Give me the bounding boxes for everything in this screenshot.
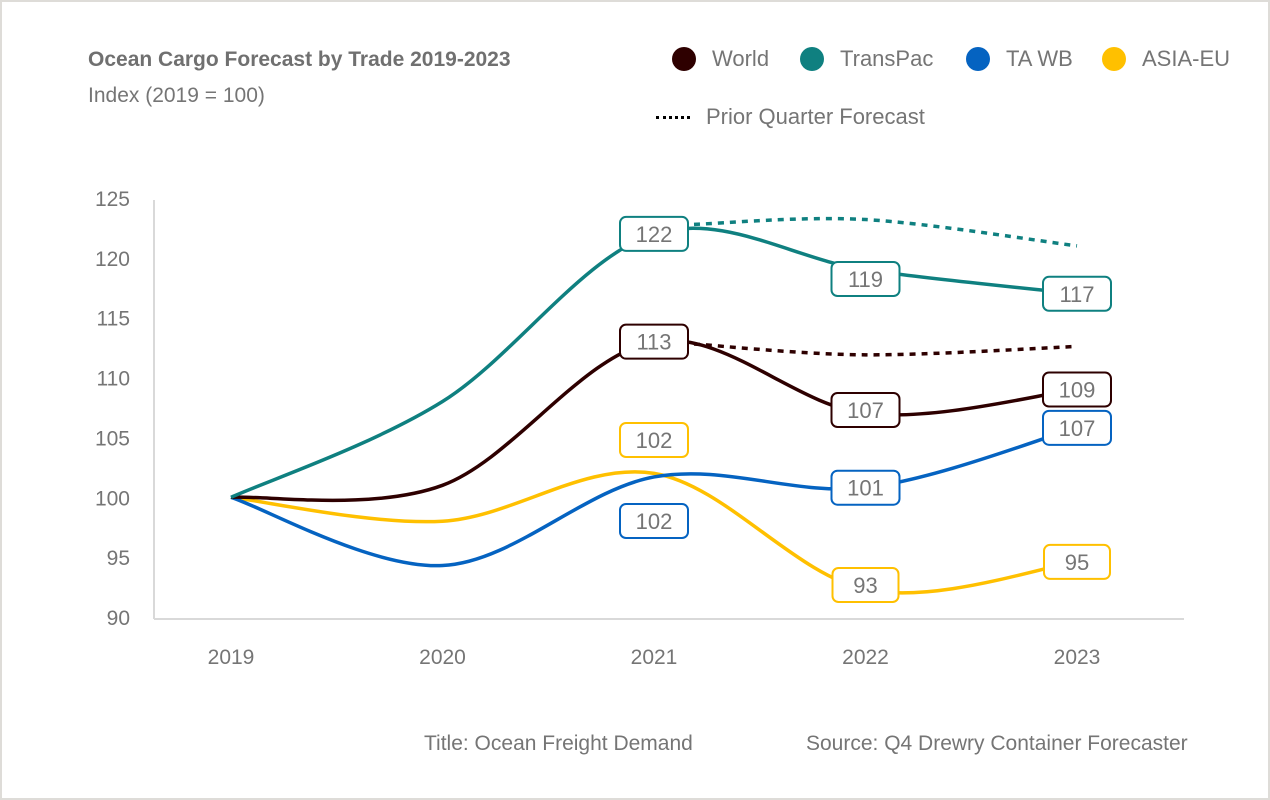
x-tick-label: 2021 <box>631 646 678 669</box>
legend-marker-world <box>672 47 696 71</box>
footer-title: Title: Ocean Freight Demand <box>424 732 693 755</box>
y-tick-label: 100 <box>95 487 130 510</box>
legend-item-asia-eu: ASIA-EU <box>1102 46 1230 72</box>
y-tick-label: 125 <box>95 188 130 211</box>
y-tick-label: 110 <box>97 368 130 391</box>
series-line-asia-eu <box>230 470 1078 595</box>
data-label-box <box>619 215 689 252</box>
data-label: 107 <box>847 398 884 423</box>
series-line-ta-wb <box>230 426 1078 568</box>
legend-item-prior-forecast: Prior Quarter Forecast <box>656 104 925 130</box>
footer-source: Source: Q4 Drewry Container Forecaster <box>806 732 1188 755</box>
data-label-box <box>1042 371 1112 408</box>
data-label-box <box>830 261 901 297</box>
data-label: 122 <box>636 222 673 247</box>
data-label-box <box>831 567 900 603</box>
data-label-box <box>619 422 689 458</box>
legend-label-ta-wb: TA WB <box>1006 46 1073 71</box>
x-tick-label: 2022 <box>842 646 889 669</box>
data-label: 93 <box>853 573 877 598</box>
data-label-box <box>619 503 689 539</box>
legend-label-world: World <box>712 46 770 71</box>
data-label: 117 <box>1059 282 1094 307</box>
prior-forecast-line-transpac <box>693 216 1078 248</box>
data-label-box <box>830 469 901 506</box>
data-label-box <box>1042 409 1112 446</box>
legend-label-prior-forecast: Prior Quarter Forecast <box>706 104 925 129</box>
legend-marker-ta-wb <box>966 47 990 71</box>
data-label-box <box>1043 543 1111 580</box>
legend-label-asia-eu: ASIA-EU <box>1142 46 1231 71</box>
legend-label-transpac: TransPac <box>840 46 934 71</box>
data-label: 107 <box>1059 416 1096 441</box>
x-tick-label: 2019 <box>208 646 255 669</box>
legend-item-world: World <box>672 46 769 72</box>
data-label: 119 <box>848 267 883 292</box>
x-tick-label: 2023 <box>1054 646 1101 669</box>
legend-item-ta-wb: TA WB <box>966 46 1073 72</box>
data-label: 102 <box>636 428 673 453</box>
y-tick-label: 95 <box>107 547 130 570</box>
chart-title: Ocean Cargo Forecast by Trade 2019-2023 <box>88 48 511 71</box>
chart-subtitle: Index (2019 = 100) <box>88 84 265 107</box>
legend-marker-prior-forecast <box>656 115 690 119</box>
data-label-box <box>830 392 901 428</box>
data-label: 95 <box>1065 550 1089 575</box>
data-label: 113 <box>636 330 671 355</box>
x-tick-label: 2020 <box>419 646 466 669</box>
legend-marker-asia-eu <box>1102 47 1126 71</box>
data-label: 102 <box>636 509 673 534</box>
data-label-box <box>619 323 689 360</box>
legend-marker-transpac <box>800 47 824 71</box>
data-label: 109 <box>1059 378 1096 403</box>
y-tick-label: 105 <box>95 427 130 450</box>
y-tick-label: 120 <box>95 248 130 271</box>
prior-forecast-line-world <box>693 342 1078 357</box>
data-label-box <box>1042 275 1112 312</box>
y-tick-label: 90 <box>107 607 130 630</box>
y-tick-label: 115 <box>97 308 130 331</box>
legend-item-transpac: TransPac <box>800 46 933 72</box>
data-label: 101 <box>847 476 884 501</box>
